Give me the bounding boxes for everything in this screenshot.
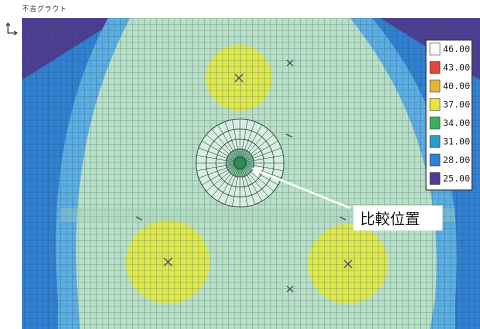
legend-value: 37.00 bbox=[443, 101, 470, 111]
node-marker-icon bbox=[285, 133, 293, 138]
legend-value: 40.00 bbox=[443, 82, 470, 92]
callout-arrow-icon bbox=[251, 167, 263, 177]
legend-value: 31.00 bbox=[443, 138, 470, 148]
legend-swatch bbox=[429, 98, 441, 111]
legend-value: 25.00 bbox=[443, 175, 470, 185]
node-marker-icon bbox=[343, 259, 353, 269]
comparison-label: 比較位置 bbox=[360, 210, 420, 228]
comparison-callout: 比較位置 bbox=[251, 167, 443, 231]
legend-swatch bbox=[429, 42, 441, 56]
legend-swatch bbox=[429, 116, 441, 130]
node-marker-icon bbox=[286, 285, 294, 293]
legend-swatch bbox=[429, 153, 441, 167]
axis-corner-icon bbox=[7, 24, 16, 34]
legend-swatch bbox=[429, 135, 441, 148]
figure-caption: 不吉グラウト bbox=[22, 5, 67, 13]
node-marker-icon bbox=[163, 257, 173, 267]
color-legend: 46.00 43.00 40.00 37.00 34.00 31.00 28.00 25.00 bbox=[425, 39, 473, 191]
central-radial-mesh bbox=[195, 118, 285, 208]
node-marker-icon bbox=[286, 59, 294, 67]
legend-swatch bbox=[429, 79, 441, 93]
node-markers bbox=[135, 59, 353, 293]
node-marker-icon bbox=[135, 216, 143, 221]
node-marker-icon bbox=[339, 216, 347, 221]
node-marker-icon bbox=[234, 73, 244, 83]
legend-swatch bbox=[429, 172, 441, 185]
legend-value: 34.00 bbox=[443, 119, 470, 129]
legend-value: 43.00 bbox=[443, 64, 470, 74]
legend-value: 28.00 bbox=[443, 156, 470, 166]
legend-swatch bbox=[429, 61, 441, 74]
legend-value: 46.00 bbox=[443, 45, 470, 55]
